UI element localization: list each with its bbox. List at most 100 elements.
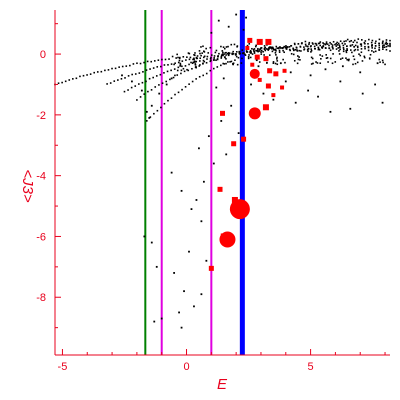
- black-cluster-point: [209, 46, 212, 49]
- black-cluster-point: [198, 50, 201, 52]
- black-cluster-point: [378, 58, 381, 61]
- black-point: [195, 199, 198, 201]
- black-band-0-point: [153, 60, 156, 62]
- black-cluster-point: [386, 42, 389, 45]
- black-band-4-point: [297, 43, 300, 45]
- black-band-0-point: [161, 58, 163, 61]
- black-band-1-point: [138, 72, 141, 74]
- black-cluster-point: [383, 44, 385, 47]
- black-cluster-point: [233, 43, 236, 46]
- x-tick-label: 5: [308, 361, 314, 373]
- black-cluster-point: [325, 57, 328, 59]
- black-cluster-point: [360, 51, 363, 54]
- black-band-3-point: [370, 41, 373, 44]
- black-band-0-point: [175, 57, 177, 59]
- black-cluster-point: [354, 48, 357, 51]
- black-point: [220, 120, 223, 122]
- black-band-3-point: [352, 41, 355, 44]
- black-point: [235, 13, 238, 16]
- black-cluster-point: [329, 57, 332, 60]
- black-band-2-point: [163, 72, 165, 74]
- black-cluster-point: [201, 52, 203, 54]
- black-band-4-point: [272, 48, 275, 51]
- black-band-4-point: [174, 93, 176, 96]
- y-tick-label: -6: [36, 231, 46, 243]
- black-cluster-point: [263, 47, 266, 50]
- black-cluster-point: [363, 56, 366, 59]
- red-marker: [263, 56, 269, 62]
- black-band-2-point: [220, 55, 223, 58]
- black-band-3-point: [158, 84, 160, 86]
- black-band-1-point: [131, 73, 133, 76]
- black-band-4-point: [195, 78, 197, 80]
- black-point: [143, 235, 146, 238]
- black-point: [202, 180, 205, 183]
- black-band-0-point: [253, 52, 256, 54]
- black-band-3-point: [191, 67, 193, 70]
- black-band-1-point: [163, 64, 166, 66]
- black-point: [180, 189, 183, 192]
- black-cluster-point: [276, 60, 279, 62]
- black-band-4-point: [346, 38, 349, 41]
- black-cluster-point: [310, 56, 313, 59]
- black-band-0-point: [107, 69, 110, 71]
- black-cluster-point: [383, 46, 386, 49]
- black-cluster-point: [283, 51, 285, 54]
- black-band-3-point: [235, 52, 237, 55]
- black-band-2-point: [299, 45, 302, 48]
- black-point: [198, 147, 200, 150]
- black-band-0-point: [278, 49, 281, 52]
- black-cluster-point: [314, 42, 317, 45]
- black-band-1-point: [324, 47, 327, 49]
- black-cluster-point: [321, 46, 324, 48]
- black-band-2-point: [249, 51, 251, 53]
- black-point: [329, 110, 332, 113]
- black-band-1-point: [210, 56, 212, 59]
- black-band-2-point: [145, 80, 147, 83]
- black-point: [148, 117, 151, 119]
- black-band-3-point: [139, 96, 142, 98]
- black-cluster-point: [295, 46, 298, 49]
- black-band-4-point: [244, 54, 247, 56]
- black-band-3-point: [165, 80, 168, 83]
- black-point: [183, 290, 185, 293]
- black-cluster-point: [187, 52, 190, 54]
- black-cluster-point: [282, 58, 284, 61]
- black-cluster-point: [210, 59, 212, 62]
- black-cluster-point: [193, 60, 196, 62]
- black-band-3-point: [183, 70, 186, 73]
- black-cluster-point: [217, 55, 219, 58]
- black-band-1-point: [145, 69, 148, 71]
- black-point: [173, 272, 176, 274]
- black-cluster-point: [266, 62, 268, 64]
- black-cluster-point: [255, 59, 258, 61]
- black-cluster-point: [258, 61, 261, 63]
- black-point: [289, 71, 292, 74]
- black-band-2-point: [270, 46, 273, 49]
- black-band-1-point: [385, 45, 388, 48]
- black-band-3-point: [319, 41, 322, 43]
- black-cluster-point: [196, 57, 199, 60]
- black-band-0-point: [367, 49, 370, 52]
- black-band-2-point: [382, 45, 384, 47]
- black-cluster-point: [195, 56, 198, 59]
- black-band-2-point: [303, 46, 305, 48]
- black-cluster-point: [222, 54, 224, 57]
- black-cluster-point: [371, 50, 373, 52]
- black-band-2-point: [292, 47, 294, 50]
- black-cluster-point: [338, 44, 341, 47]
- black-point: [158, 92, 161, 95]
- black-cluster-point: [241, 49, 244, 51]
- black-band-2-point: [148, 77, 151, 80]
- black-band-3-point: [172, 76, 175, 79]
- black-band-0-point: [200, 54, 202, 57]
- black-band-3-point: [334, 43, 336, 46]
- y-tick-label: -8: [36, 292, 46, 304]
- black-band-1-point: [199, 57, 202, 60]
- black-cluster-point: [325, 42, 328, 45]
- black-band-2-point: [389, 44, 391, 46]
- black-band-1-point: [167, 64, 169, 66]
- black-point: [180, 326, 183, 329]
- black-band-0-point: [193, 54, 195, 56]
- black-point: [217, 19, 220, 22]
